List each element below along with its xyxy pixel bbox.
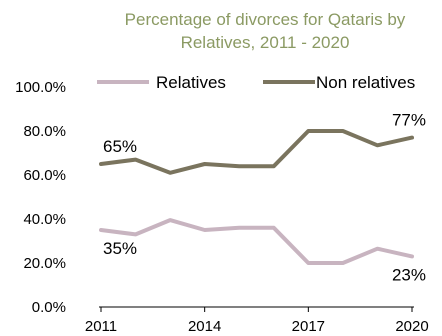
series-layer [99,129,414,265]
x-tick-label: 2014 [188,318,221,335]
data-label: 23% [392,265,426,284]
data-label: 77% [392,111,426,130]
series-line-relatives [99,218,414,265]
legend: Relatives Non relatives [97,73,415,92]
x-tick-label: 2011 [85,318,117,335]
data-labels: 65% 77% 35% 23% [103,111,426,285]
y-tick-label: 0.0% [32,299,66,316]
data-label: 35% [103,239,137,258]
chart-title-line-2: Relatives, 2011 - 2020 [181,33,350,52]
legend-label: Non relatives [316,73,415,92]
x-tick-label: 2020 [395,318,428,335]
x-tick-label: 2017 [292,318,325,335]
series-line-non-relatives [99,129,414,175]
data-label: 65% [103,137,137,156]
y-tick-label: 100.0% [15,79,66,96]
y-tick-label: 40.0% [23,211,66,228]
y-tick-label: 20.0% [23,255,66,272]
y-tick-label: 80.0% [23,123,66,140]
legend-label: Relatives [156,73,226,92]
axes: 0.0% 20.0% 40.0% 60.0% 80.0% 100.0% 2011 2014 20… [15,79,429,335]
y-tick-label: 60.0% [23,167,66,184]
chart-title-line-1: Percentage of divorces for Qataris by [125,10,406,29]
